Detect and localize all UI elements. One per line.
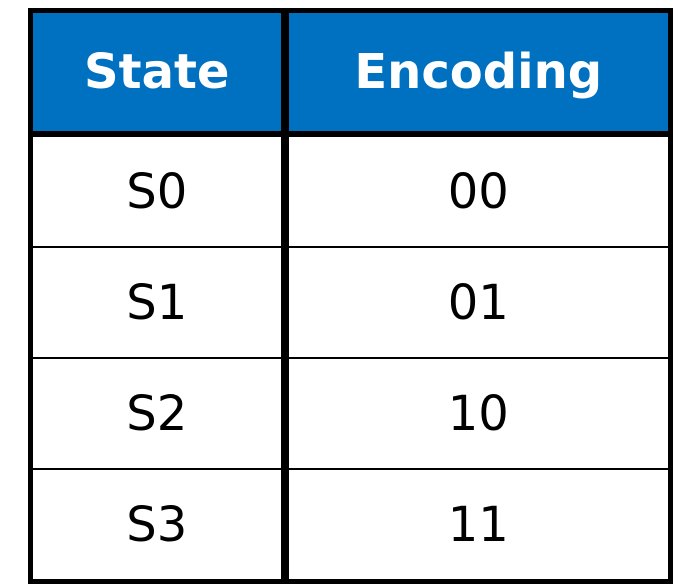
- encoding-cell: 00: [280, 134, 673, 248]
- table-row: S3 11: [28, 469, 673, 584]
- state-cell: S1: [28, 247, 287, 359]
- state-cell: S2: [28, 358, 287, 470]
- table-row: S1 01: [28, 247, 673, 359]
- state-cell: S0: [28, 134, 287, 248]
- header-encoding: Encoding: [280, 8, 673, 137]
- table-row: S0 00: [28, 134, 673, 248]
- header-state: State: [28, 8, 287, 137]
- encoding-cell: 11: [280, 469, 673, 584]
- encoding-cell: 10: [280, 358, 673, 470]
- table-row: S2 10: [28, 358, 673, 470]
- header-row: State Encoding: [28, 8, 673, 137]
- encoding-cell: 01: [280, 247, 673, 359]
- state-encoding-table: State Encoding S0 00 S1 01 S2 10 S3 11: [28, 8, 673, 584]
- state-cell: S3: [28, 469, 287, 584]
